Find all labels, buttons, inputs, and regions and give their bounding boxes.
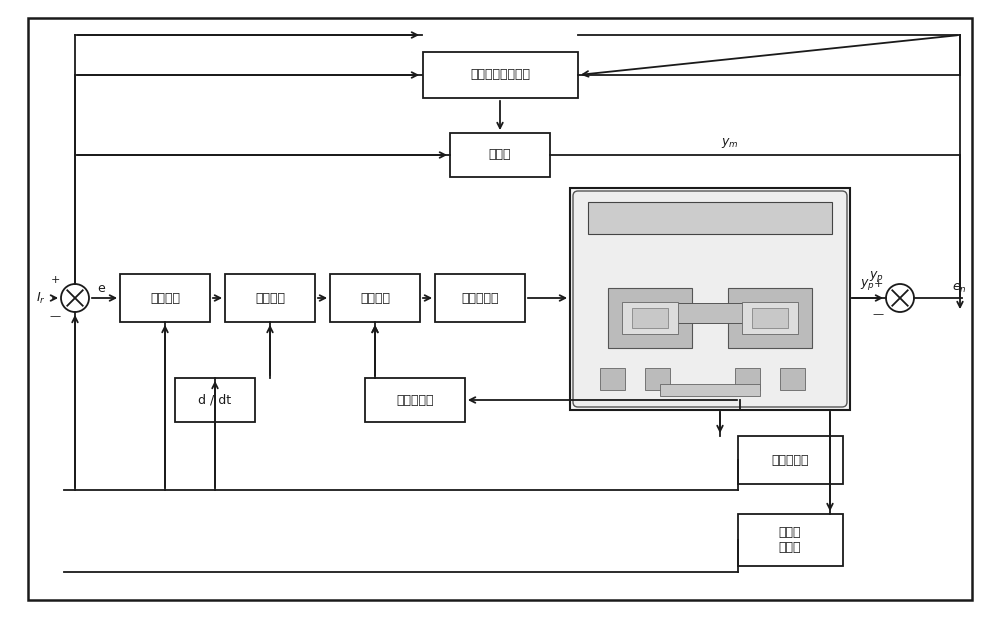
Bar	[330, 274, 420, 322]
Bar	[175, 378, 255, 422]
Bar	[735, 368, 760, 390]
Text: $y_p$: $y_p$	[869, 269, 883, 284]
Bar	[742, 302, 798, 334]
Bar	[738, 514, 842, 566]
Text: $y_m$: $y_m$	[721, 136, 739, 150]
Bar	[422, 52, 578, 98]
Text: 位置传感器: 位置传感器	[771, 454, 809, 467]
Text: 电流控制: 电流控制	[360, 292, 390, 305]
Bar	[660, 384, 760, 396]
Bar	[608, 288, 692, 348]
Bar	[435, 274, 525, 322]
Bar	[225, 274, 315, 322]
Bar	[365, 378, 465, 422]
Text: 电流传感器: 电流传感器	[396, 394, 434, 407]
FancyBboxPatch shape	[573, 191, 847, 407]
Text: —: —	[872, 309, 884, 319]
Bar	[728, 288, 812, 348]
Bar	[645, 368, 670, 390]
Text: 位置控制: 位置控制	[150, 292, 180, 305]
Bar	[622, 302, 678, 334]
Text: $y_p$: $y_p$	[860, 277, 875, 292]
Bar	[780, 368, 805, 390]
Bar	[632, 308, 668, 328]
Text: 自适应控制调节器: 自适应控制调节器	[470, 69, 530, 82]
Text: 参考值: 参考值	[489, 149, 511, 162]
Bar	[600, 368, 625, 390]
Text: 功率驱动器: 功率驱动器	[461, 292, 499, 305]
Text: 速度控制: 速度控制	[255, 292, 285, 305]
Bar	[660, 303, 760, 323]
Bar	[752, 308, 788, 328]
Bar	[570, 188, 850, 410]
Text: $I_r$: $I_r$	[36, 290, 46, 306]
Text: +: +	[50, 275, 60, 285]
Text: $e_n$: $e_n$	[952, 282, 967, 295]
Bar	[588, 202, 832, 234]
Text: d / dt: d / dt	[198, 394, 232, 407]
Text: +: +	[873, 279, 883, 289]
Bar	[120, 274, 210, 322]
Text: 角速度
传感器: 角速度 传感器	[779, 526, 801, 554]
Bar	[450, 133, 550, 177]
Bar	[738, 436, 842, 484]
Text: e: e	[97, 282, 105, 295]
Text: —: —	[49, 311, 61, 321]
